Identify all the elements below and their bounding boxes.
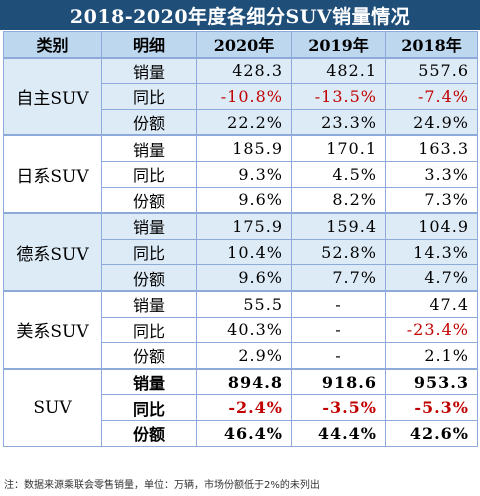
value-2018: 953.3 (385, 368, 478, 396)
table-title: 2018-2020年度各细分SUV销量情况 (0, 0, 480, 30)
value-2018: 42.6% (385, 419, 478, 447)
group-american-suv: 美系SUV 销量 55.5 - 47.4 同比 40.3% - -23.4% 份… (3, 290, 478, 370)
value-2020: 175.9 (196, 212, 292, 240)
value-2020: 9.6% (196, 186, 292, 214)
value-2018: 14.3% (385, 238, 478, 266)
table-row: 日系SUV 销量 185.9 170.1 163.3 (3, 134, 478, 214)
metric-cell: 同比 (101, 83, 197, 110)
value-2020: 40.3% (196, 316, 292, 344)
value-2020: 185.9 (196, 134, 292, 162)
value-2018: 104.9 (385, 212, 478, 240)
value-2018: 24.9% (385, 108, 478, 136)
table-row: 份额 9.6% 8.2% 7.3% (4, 186, 478, 214)
table-row: 同比 -2.4% -3.5% -5.3% (4, 394, 478, 421)
value-2019: - (291, 316, 386, 344)
metric-cell: 份额 (101, 419, 197, 447)
value-2018: 4.7% (385, 264, 478, 292)
header-detail: 明细 (101, 30, 197, 59)
metric-cell: 同比 (101, 394, 197, 421)
value-2020: 9.6% (196, 264, 292, 292)
value-2020: 46.4% (196, 419, 292, 447)
group-japanese-suv: 日系SUV 销量 185.9 170.1 163.3 同比 9.3% 4.5% … (3, 134, 478, 214)
metric-cell: 份额 (101, 108, 197, 136)
value-2018: -7.4% (385, 83, 478, 110)
value-2018: -5.3% (385, 394, 478, 421)
metric-cell: 份额 (101, 342, 197, 370)
value-2020: 2.9% (196, 342, 292, 370)
value-2018: 3.3% (385, 160, 478, 188)
metric-cell: 同比 (101, 160, 197, 188)
group-german-suv: 德系SUV 销量 175.9 159.4 104.9 同比 10.4% 52.8… (3, 212, 478, 292)
header-category: 类别 (3, 30, 102, 59)
metric-cell: 销量 (101, 57, 197, 85)
value-2020: -2.4% (196, 394, 292, 421)
table-row: 同比 9.3% 4.5% 3.3% (4, 160, 478, 188)
value-2019: -13.5% (291, 83, 386, 110)
category-cell: 自主SUV (3, 57, 102, 136)
metric-cell: 同比 (101, 316, 197, 344)
value-2019: 482.1 (291, 57, 386, 85)
metric-cell: 销量 (101, 134, 197, 162)
value-2018: 2.1% (385, 342, 478, 370)
value-2020: 55.5 (196, 290, 292, 318)
table-row: 份额 22.2% 23.3% 24.9% (4, 108, 478, 136)
metric-cell: 销量 (101, 290, 197, 318)
value-2019: 159.4 (291, 212, 386, 240)
value-2020: 894.8 (196, 368, 292, 396)
metric-cell: 份额 (101, 264, 197, 292)
value-2018: 163.3 (385, 134, 478, 162)
metric-cell: 份额 (101, 186, 197, 214)
value-2019: - (291, 290, 386, 318)
table-row: 自主SUV 销量 428.3 482.1 557.6 (3, 57, 478, 136)
value-2018: 7.3% (385, 186, 478, 214)
metric-cell: 销量 (101, 368, 197, 396)
metric-cell: 销量 (101, 212, 197, 240)
value-2020: 9.3% (196, 160, 292, 188)
value-2019: 8.2% (291, 186, 386, 214)
category-cell: 德系SUV (3, 212, 102, 292)
header-2020: 2020年 (196, 30, 292, 59)
table-row: 德系SUV 销量 175.9 159.4 104.9 (3, 212, 478, 292)
group-domestic-suv: 自主SUV 销量 428.3 482.1 557.6 同比 -10.8% -13… (3, 57, 478, 136)
value-2018: -23.4% (385, 316, 478, 344)
footnote: 注：数据来源乘联会零售销量，单位：万辆，市场份额低于2%的未列出 (4, 480, 320, 491)
value-2019: 4.5% (291, 160, 386, 188)
value-2020: 428.3 (196, 57, 292, 85)
header-2019: 2019年 (291, 30, 386, 59)
value-2019: 170.1 (291, 134, 386, 162)
value-2019: 52.8% (291, 238, 386, 266)
group-total-suv: SUV 销量 894.8 918.6 953.3 同比 -2.4% -3.5% … (3, 368, 478, 447)
category-cell: SUV (3, 368, 102, 447)
value-2020: 10.4% (196, 238, 292, 266)
value-2018: 47.4 (385, 290, 478, 318)
value-2019: 7.7% (291, 264, 386, 292)
metric-cell: 同比 (101, 238, 197, 266)
header-row: 类别 明细 2020年 2019年 2018年 (3, 30, 478, 59)
value-2020: 22.2% (196, 108, 292, 136)
table-row: 同比 40.3% - -23.4% (4, 316, 478, 344)
header-2018: 2018年 (385, 30, 478, 59)
value-2019: 918.6 (291, 368, 386, 396)
value-2019: 23.3% (291, 108, 386, 136)
category-cell: 美系SUV (3, 290, 102, 370)
value-2019: -3.5% (291, 394, 386, 421)
table-row: 份额 46.4% 44.4% 42.6% (4, 419, 478, 447)
value-2020: -10.8% (196, 83, 292, 110)
table-row: 份额 2.9% - 2.1% (4, 342, 478, 370)
table-row: 美系SUV 销量 55.5 - 47.4 (3, 290, 478, 370)
value-2019: 44.4% (291, 419, 386, 447)
suv-sales-table: 类别 明细 2020年 2019年 2018年 自主SUV 销量 428.3 4… (3, 30, 478, 447)
category-cell: 日系SUV (3, 134, 102, 214)
value-2019: - (291, 342, 386, 370)
table-row: SUV 销量 894.8 918.6 953.3 (3, 368, 478, 447)
value-2018: 557.6 (385, 57, 478, 85)
table-row: 同比 -10.8% -13.5% -7.4% (4, 83, 478, 110)
table-row: 份额 9.6% 7.7% 4.7% (4, 264, 478, 292)
